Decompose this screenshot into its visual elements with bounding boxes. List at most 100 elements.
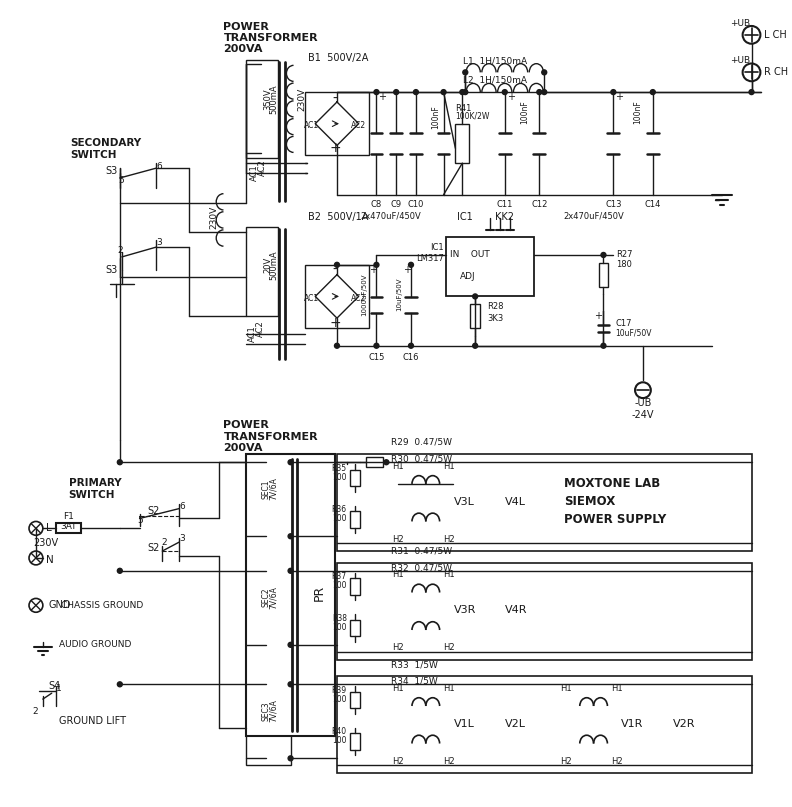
Text: 2: 2 — [118, 245, 124, 254]
Text: N: N — [46, 555, 54, 565]
Text: H1: H1 — [560, 684, 572, 692]
Text: L2  1H/150mA: L2 1H/150mA — [463, 76, 527, 85]
Text: 5: 5 — [118, 177, 124, 186]
Text: 1: 1 — [55, 684, 62, 692]
Text: C13: C13 — [605, 200, 622, 209]
Text: R31  0.47/5W: R31 0.47/5W — [391, 546, 452, 555]
Bar — [246, 228, 278, 316]
Text: B2  500V/1A: B2 500V/1A — [308, 212, 369, 223]
Circle shape — [409, 343, 413, 349]
Text: L1  1H/150mA: L1 1H/150mA — [463, 56, 527, 65]
Bar — [306, 265, 368, 328]
Text: R41: R41 — [455, 104, 472, 113]
Circle shape — [374, 262, 379, 267]
Text: R39: R39 — [332, 686, 347, 695]
Circle shape — [463, 90, 468, 94]
Text: C17: C17 — [615, 319, 632, 328]
Text: 5: 5 — [138, 516, 143, 525]
Text: L CH: L CH — [764, 30, 787, 40]
Text: 500mA: 500mA — [269, 250, 278, 280]
Text: +: + — [329, 141, 341, 156]
Bar — [246, 563, 291, 652]
Circle shape — [611, 90, 616, 94]
Text: R28: R28 — [487, 302, 504, 311]
Circle shape — [542, 90, 546, 94]
Circle shape — [413, 90, 418, 94]
Text: POWER: POWER — [223, 420, 269, 429]
Bar — [446, 237, 535, 296]
Circle shape — [441, 90, 446, 94]
Text: R32  0.47/5W: R32 0.47/5W — [391, 563, 452, 572]
Text: AC2: AC2 — [351, 121, 366, 130]
Text: 1000uF/50V: 1000uF/50V — [362, 274, 367, 316]
Text: R35: R35 — [332, 464, 347, 473]
Circle shape — [473, 343, 478, 349]
Text: H2: H2 — [444, 643, 455, 652]
Text: H2: H2 — [560, 757, 572, 766]
Text: R27: R27 — [616, 250, 633, 260]
Text: IC1: IC1 — [430, 243, 444, 252]
Text: C11: C11 — [497, 200, 513, 209]
Circle shape — [288, 568, 293, 573]
Text: H2: H2 — [393, 535, 404, 544]
Text: MOXTONE LAB: MOXTONE LAB — [564, 478, 661, 491]
Text: CHASSIS GROUND: CHASSIS GROUND — [61, 601, 143, 610]
Text: -: - — [333, 263, 337, 277]
Bar — [350, 620, 360, 637]
Text: S2: S2 — [147, 506, 160, 516]
Text: V1R: V1R — [621, 719, 644, 729]
Text: LM317: LM317 — [416, 254, 444, 263]
Circle shape — [117, 568, 122, 573]
Circle shape — [288, 533, 293, 539]
Text: V4L: V4L — [505, 496, 526, 507]
Text: IC1: IC1 — [458, 212, 473, 223]
Text: 100: 100 — [333, 736, 347, 745]
Text: S3: S3 — [105, 265, 117, 274]
Text: H2: H2 — [393, 643, 404, 652]
Text: C15: C15 — [368, 353, 385, 362]
Text: H2: H2 — [611, 757, 623, 766]
Text: 230V: 230V — [33, 538, 59, 548]
Text: PRIMARY: PRIMARY — [68, 478, 121, 488]
Text: C8: C8 — [371, 200, 382, 209]
Text: IN    OUT: IN OUT — [451, 250, 490, 260]
Circle shape — [288, 756, 293, 761]
Text: ADJ: ADJ — [460, 272, 476, 281]
Text: C9: C9 — [390, 200, 402, 209]
Text: AC1: AC1 — [304, 121, 319, 130]
Text: SEC1: SEC1 — [261, 479, 270, 499]
Circle shape — [117, 460, 122, 465]
Text: SEC3: SEC3 — [261, 701, 270, 721]
Text: V3R: V3R — [454, 605, 476, 615]
Text: H2: H2 — [444, 535, 455, 544]
Text: V2L: V2L — [505, 719, 526, 729]
Text: 3K3: 3K3 — [487, 314, 503, 323]
Text: +: + — [403, 265, 411, 274]
Bar — [366, 458, 383, 467]
Text: 100: 100 — [333, 695, 347, 704]
Text: +: + — [368, 265, 376, 274]
Circle shape — [288, 460, 293, 465]
Text: H1: H1 — [611, 684, 623, 692]
Bar — [350, 692, 360, 709]
Circle shape — [601, 253, 606, 257]
Circle shape — [537, 90, 542, 94]
Text: SIEMOX: SIEMOX — [564, 495, 615, 508]
Circle shape — [601, 343, 606, 349]
Text: R29  0.47/5W: R29 0.47/5W — [391, 438, 452, 447]
Text: 350V: 350V — [264, 88, 272, 110]
Text: L: L — [46, 524, 51, 533]
Text: 100K/2W: 100K/2W — [455, 111, 489, 120]
Circle shape — [394, 90, 398, 94]
Text: TRANSFORMER: TRANSFORMER — [223, 33, 318, 43]
Text: 500mA: 500mA — [269, 84, 278, 114]
Bar — [350, 511, 360, 528]
Bar — [337, 676, 752, 773]
Text: TRANSFORMER: TRANSFORMER — [223, 432, 318, 441]
Circle shape — [384, 460, 389, 465]
Text: SECONDARY: SECONDARY — [70, 139, 142, 148]
Text: +: + — [329, 316, 341, 330]
Text: 7V/6A: 7V/6A — [269, 586, 278, 609]
Text: H1: H1 — [393, 684, 404, 692]
Bar — [337, 454, 752, 551]
